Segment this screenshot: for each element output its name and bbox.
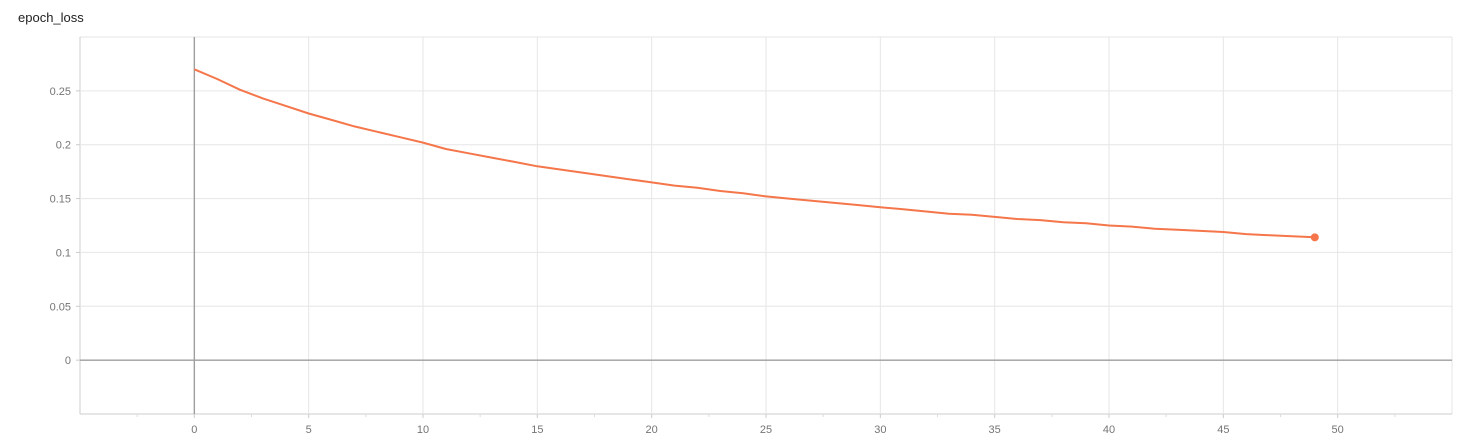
y-tick-label: 0.1	[56, 247, 71, 259]
axes	[76, 37, 1452, 418]
x-tick-label: 35	[989, 424, 1001, 436]
series-line	[193, 68, 1315, 239]
x-tick-label: 50	[1332, 424, 1344, 436]
y-tick-label: 0.25	[50, 86, 71, 98]
tick-labels: 0 5 10 15 20 25 30 35 40 45 50 0 0.05 0.1 0.15 0.2 0.25	[50, 86, 1344, 436]
x-tick-label: 15	[531, 424, 543, 436]
x-tick-label: 45	[1217, 424, 1229, 436]
x-tick-label: 0	[191, 424, 197, 436]
grid-lines	[79, 36, 1453, 415]
y-tick-label: 0.15	[50, 194, 71, 206]
x-tick-label: 20	[646, 424, 658, 436]
y-tick-label: 0.05	[50, 301, 71, 313]
series-last-point	[1310, 233, 1319, 242]
x-tick-label: 10	[417, 424, 429, 436]
series-layer	[193, 68, 1319, 242]
y-tick-label: 0.2	[56, 140, 71, 152]
chart-title: epoch_loss	[18, 10, 84, 25]
x-tick-label: 30	[874, 424, 886, 436]
x-tick-label: 5	[306, 424, 312, 436]
y-tick-label: 0	[65, 355, 71, 367]
x-tick-label: 40	[1103, 424, 1115, 436]
x-tick-label: 25	[760, 424, 772, 436]
